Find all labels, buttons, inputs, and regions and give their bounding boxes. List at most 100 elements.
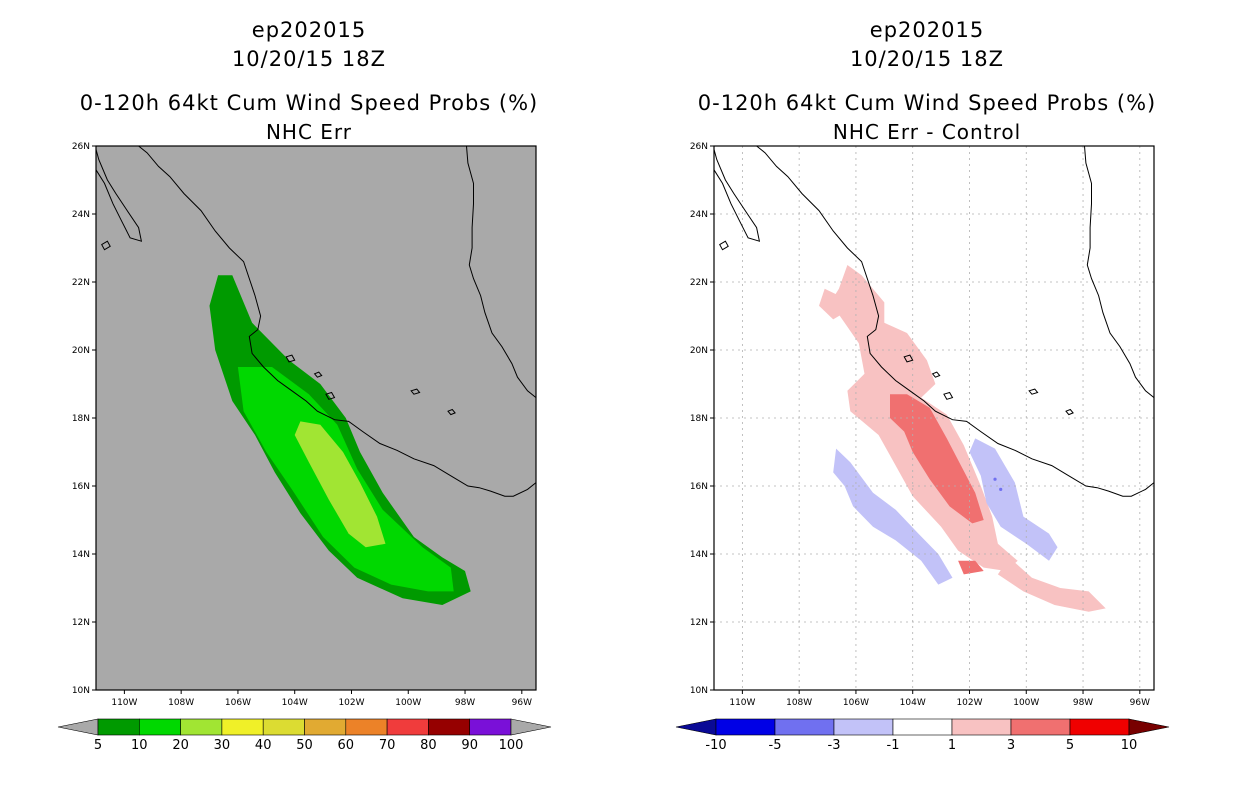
right-y-tick-label: 20N [690, 346, 708, 356]
right-datetime: 10/20/15 18Z [849, 47, 1005, 71]
right-panel: ep202015 10/20/15 18Z 0-120h 64kt Cum Wi… [618, 0, 1236, 800]
left-y-tick-label: 20N [72, 346, 90, 356]
right-contour-region-1-3 [819, 288, 851, 320]
left-colorbar-swatch [304, 718, 347, 736]
left-x-tick-label: 104W [282, 698, 308, 708]
right-island [1028, 388, 1039, 395]
left-colorbar-swatch [139, 718, 181, 736]
right-island [931, 371, 941, 378]
left-island [447, 408, 456, 416]
left-colorbar-label: 90 [461, 738, 478, 753]
left-colorbar-label: 50 [296, 738, 313, 753]
left-colorbar-swatch [262, 718, 305, 736]
right-colorbar-swatch [774, 718, 835, 736]
right-colorbar-left-extension [675, 718, 717, 736]
right-colorbar-label: 5 [1066, 738, 1074, 753]
left-panel: ep202015 10/20/15 18Z 0-120h 64kt Cum Wi… [57, 18, 552, 753]
left-y-tick-label: 24N [72, 210, 90, 220]
left-y-tick-label: 14N [72, 550, 90, 560]
right-y-tick-label: 16N [690, 482, 708, 492]
left-island [410, 388, 421, 395]
right-point-marker [894, 399, 898, 403]
left-colorbar-label: 60 [338, 738, 355, 753]
right-x-tick-label: 98W [1073, 698, 1093, 708]
right-island [943, 391, 954, 400]
left-colorbar-swatch [428, 718, 470, 736]
left-storm-id: ep202015 [251, 18, 367, 42]
left-colorbar-left-extension [57, 718, 99, 736]
left-colorbar-right-extension [510, 718, 552, 736]
right-colorbar-label: -3 [828, 738, 841, 753]
right-y-tick-label: 18N [690, 414, 708, 424]
right-colorbar-swatch [1010, 718, 1071, 736]
right-y-tick-label: 24N [690, 210, 708, 220]
left-colorbar-label: 100 [499, 738, 524, 753]
right-coastline [1084, 145, 1155, 398]
right-colorbar-label: 1 [948, 738, 956, 753]
left-island [285, 354, 296, 363]
left-coastline [95, 149, 143, 242]
left-y-tick-label: 18N [72, 414, 90, 424]
right-x-tick-label: 100W [1013, 698, 1039, 708]
right-contour-region-3-5 [958, 560, 984, 575]
right-x-tick-label: 96W [1130, 698, 1150, 708]
left-datetime: 10/20/15 18Z [231, 47, 387, 71]
left-colorbar-swatch [221, 718, 264, 736]
right-point-marker [993, 477, 997, 481]
right-chart: 110W 108W 106W 104W 102W 100W 98W 96W 10N 12N 14N 1… [675, 142, 1170, 753]
left-contour-region-20-30 [294, 421, 386, 548]
right-contour-region--1--3 [833, 448, 953, 585]
left-chart-title: 0-120h 64kt Cum Wind Speed Probs (%) [79, 91, 539, 115]
left-x-tick-label: 102W [338, 698, 364, 708]
right-colorbar-right-extension [1128, 718, 1170, 736]
left-y-tick-label: 22N [72, 278, 90, 288]
left-island [101, 240, 111, 251]
right-colorbar-label: 10 [1121, 738, 1138, 753]
left-chart: 110W 108W 106W 104W 102W 100W 98W 96W 10N 12N 14N 1… [57, 142, 552, 753]
right-coastline [756, 145, 1155, 497]
left-colorbar-label: 10 [131, 738, 148, 753]
right-contour-region--1--3 [969, 438, 1058, 561]
right-contour-region-1-3 [997, 557, 1106, 612]
right-island [719, 240, 729, 251]
left-colorbar-label: 5 [94, 738, 102, 753]
right-chart-title: 0-120h 64kt Cum Wind Speed Probs (%) [697, 91, 1157, 115]
right-y-tick-label: 22N [690, 278, 708, 288]
left-colorbar-label: 20 [172, 738, 189, 753]
right-island [1065, 408, 1074, 416]
left-x-tick-label: 96W [512, 698, 532, 708]
left-chart-subtitle: NHC Err [265, 120, 353, 144]
right-colorbar-swatch [951, 718, 1012, 736]
right-colorbar-swatch [715, 718, 776, 736]
left-coastline [138, 145, 537, 497]
left-colorbar-label: 70 [379, 738, 396, 753]
right-point-marker [999, 487, 1003, 491]
right-coastline [713, 149, 761, 242]
right-colorbar-swatch [1069, 718, 1130, 736]
left-colorbar-label: 40 [255, 738, 272, 753]
right-colorbar-label: -1 [887, 738, 900, 753]
right-colorbar-swatch [892, 718, 953, 736]
right-contour-region-3-5 [890, 394, 984, 524]
left-colorbar-label: 30 [214, 738, 231, 753]
left-colorbar-swatch [180, 718, 223, 736]
left-colorbar-swatch [386, 718, 429, 736]
left-island [313, 371, 323, 378]
left-y-tick-label: 16N [72, 482, 90, 492]
left-x-tick-label: 100W [395, 698, 421, 708]
right-island [903, 354, 914, 363]
right-y-tick-label: 10N [690, 686, 708, 696]
left-y-tick-label: 26N [72, 142, 90, 152]
right-colorbar-label: -5 [769, 738, 782, 753]
right-x-tick-label: 110W [729, 698, 755, 708]
left-colorbar-swatch [469, 718, 512, 736]
left-x-tick-label: 110W [111, 698, 137, 708]
left-y-tick-label: 10N [72, 686, 90, 696]
right-x-tick-label: 106W [843, 698, 869, 708]
right-y-tick-label: 14N [690, 550, 708, 560]
left-colorbar-label: 80 [420, 738, 437, 753]
right-y-tick-label: 26N [690, 142, 708, 152]
right-x-tick-label: 108W [786, 698, 812, 708]
left-colorbar-swatch [97, 718, 140, 736]
right-storm-id: ep202015 [869, 18, 985, 42]
